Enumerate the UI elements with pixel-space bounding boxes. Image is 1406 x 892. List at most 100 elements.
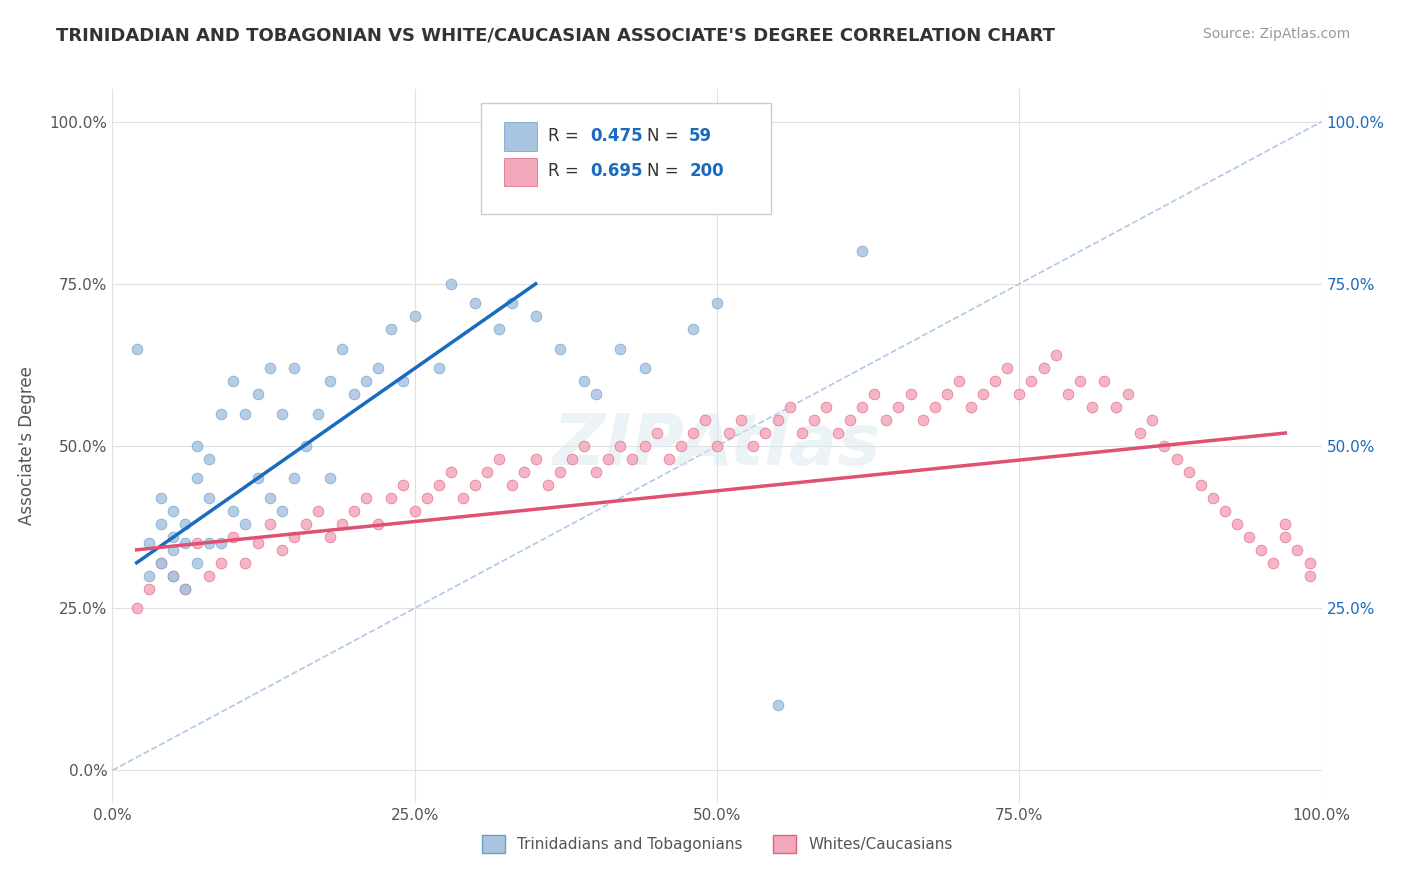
Point bbox=[451, 491, 474, 505]
Point bbox=[391, 478, 413, 492]
FancyBboxPatch shape bbox=[481, 103, 772, 214]
Point bbox=[790, 425, 813, 440]
Point bbox=[222, 504, 245, 518]
Point bbox=[209, 536, 232, 550]
Point bbox=[319, 374, 342, 388]
Point bbox=[380, 491, 402, 505]
Point bbox=[319, 471, 342, 485]
Point bbox=[174, 516, 197, 531]
Point bbox=[391, 374, 413, 388]
Point bbox=[1274, 530, 1296, 544]
Point bbox=[706, 296, 728, 310]
Point bbox=[307, 504, 329, 518]
Point bbox=[404, 310, 426, 324]
Text: 0.695: 0.695 bbox=[591, 162, 643, 180]
Point bbox=[270, 542, 292, 557]
Point bbox=[742, 439, 765, 453]
FancyBboxPatch shape bbox=[505, 122, 537, 151]
Point bbox=[235, 516, 257, 531]
Point bbox=[488, 452, 510, 467]
Point bbox=[283, 361, 305, 376]
Point bbox=[1021, 374, 1043, 388]
Point bbox=[222, 374, 245, 388]
Point bbox=[669, 439, 692, 453]
Point bbox=[995, 361, 1018, 376]
Point bbox=[440, 465, 463, 479]
Point bbox=[356, 374, 378, 388]
Point bbox=[572, 439, 595, 453]
Point bbox=[330, 516, 353, 531]
Point bbox=[1116, 387, 1139, 401]
Point bbox=[766, 698, 789, 713]
Point bbox=[1056, 387, 1078, 401]
Point bbox=[1237, 530, 1260, 544]
Point bbox=[887, 400, 910, 414]
Point bbox=[125, 601, 148, 615]
Text: 200: 200 bbox=[689, 162, 724, 180]
Point bbox=[1250, 542, 1272, 557]
Point bbox=[427, 361, 450, 376]
Text: N =: N = bbox=[647, 162, 683, 180]
Point bbox=[246, 387, 269, 401]
Point bbox=[598, 452, 620, 467]
Point bbox=[548, 342, 571, 356]
Point bbox=[1166, 452, 1188, 467]
Point bbox=[1298, 556, 1320, 570]
Point bbox=[477, 465, 499, 479]
Text: 59: 59 bbox=[689, 127, 713, 145]
Point bbox=[427, 478, 450, 492]
Point bbox=[766, 413, 789, 427]
Point bbox=[972, 387, 994, 401]
Point bbox=[1092, 374, 1115, 388]
Point bbox=[246, 536, 269, 550]
Point bbox=[1298, 568, 1320, 582]
Point bbox=[270, 407, 292, 421]
Point bbox=[138, 536, 160, 550]
Point bbox=[1008, 387, 1031, 401]
Point bbox=[984, 374, 1007, 388]
Point bbox=[186, 556, 208, 570]
Point bbox=[935, 387, 957, 401]
Point bbox=[572, 374, 595, 388]
Point bbox=[609, 439, 631, 453]
Point bbox=[186, 439, 208, 453]
Point bbox=[416, 491, 439, 505]
Point bbox=[693, 413, 716, 427]
Point bbox=[174, 582, 197, 596]
Point bbox=[706, 439, 728, 453]
Point bbox=[149, 556, 172, 570]
Point bbox=[1226, 516, 1249, 531]
Point bbox=[259, 491, 281, 505]
Point bbox=[1189, 478, 1212, 492]
Point bbox=[911, 413, 934, 427]
Point bbox=[235, 407, 257, 421]
Point bbox=[501, 478, 523, 492]
Point bbox=[1286, 542, 1309, 557]
Point bbox=[633, 361, 655, 376]
Point bbox=[198, 491, 221, 505]
Point bbox=[537, 478, 560, 492]
Point bbox=[524, 452, 547, 467]
Point bbox=[222, 530, 245, 544]
Point bbox=[1213, 504, 1236, 518]
Point bbox=[488, 322, 510, 336]
Point bbox=[645, 425, 668, 440]
Point bbox=[198, 568, 221, 582]
Point bbox=[174, 536, 197, 550]
Point bbox=[295, 439, 318, 453]
Point bbox=[186, 536, 208, 550]
Point bbox=[367, 361, 389, 376]
Point bbox=[162, 530, 184, 544]
Point bbox=[779, 400, 801, 414]
Point bbox=[162, 568, 184, 582]
Point bbox=[174, 582, 197, 596]
FancyBboxPatch shape bbox=[505, 158, 537, 186]
Point bbox=[1274, 516, 1296, 531]
Point bbox=[138, 568, 160, 582]
Point bbox=[960, 400, 983, 414]
Point bbox=[1069, 374, 1091, 388]
Point bbox=[149, 516, 172, 531]
Point bbox=[851, 400, 873, 414]
Point bbox=[948, 374, 970, 388]
Text: Source: ZipAtlas.com: Source: ZipAtlas.com bbox=[1202, 27, 1350, 41]
